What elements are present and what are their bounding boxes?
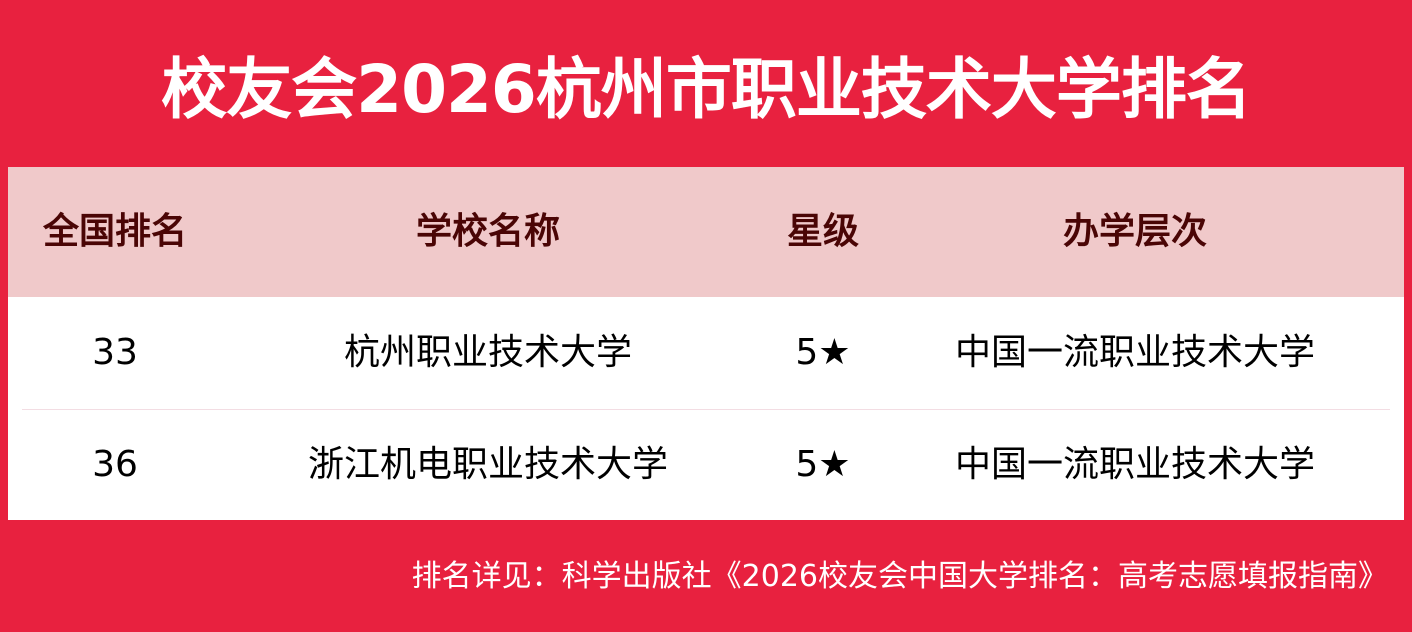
header-level: 办学层次 [1062,211,1208,252]
level-cell: 中国一流职业技术大学 [954,332,1316,373]
table-row: 36 浙江机电职业技术大学 5★ 中国一流职业技术大学 [8,409,1404,520]
ranking-table: 全国排名 学校名称 星级 办学层次 33 杭州职业技术大学 5★ 中国一流职业技… [8,167,1404,520]
table-row: 33 杭州职业技术大学 5★ 中国一流职业技术大学 [8,297,1404,408]
school-name-cell: 杭州职业技术大学 [343,332,633,373]
school-name-cell: 浙江机电职业技术大学 [307,444,669,485]
stars-cell: 5★ [795,332,851,373]
table-header: 全国排名 学校名称 星级 办学层次 [8,167,1404,297]
source-note: 排名详见：科学出版社《2026校友会中国大学排名：高考志愿填报指南》 [411,559,1388,594]
rank-cell: 33 [92,332,138,373]
stars-cell: 5★ [795,444,851,485]
header-rank: 全国排名 [42,211,188,252]
header-stars: 星级 [786,211,860,252]
rank-cell: 36 [92,444,138,485]
page-title: 校友会2026杭州市职业技术大学排名 [161,51,1252,128]
level-cell: 中国一流职业技术大学 [954,444,1316,485]
row-divider [22,409,1390,410]
header-school-name: 学校名称 [415,211,561,252]
